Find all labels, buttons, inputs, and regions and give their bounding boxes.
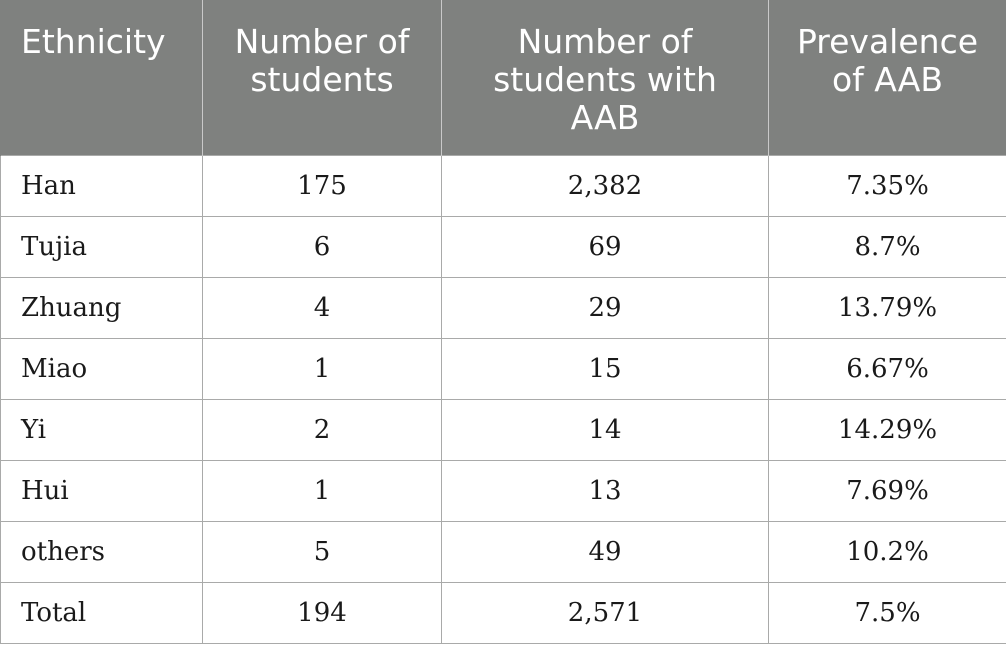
header-prevalence: Prevalence of AAB [768,0,1006,156]
cell-students-aab: 13 [441,460,769,522]
cell-students: 194 [202,582,442,644]
table-row: Hui 1 13 7.69% [0,460,1006,522]
cell-prevalence: 7.69% [768,460,1006,522]
cell-ethnicity: Yi [0,399,203,461]
table-row: Han 175 2,382 7.35% [0,155,1006,217]
cell-prevalence: 7.35% [768,155,1006,217]
header-number-of-students: Number of students [202,0,442,156]
cell-prevalence: 6.67% [768,338,1006,400]
cell-students-aab: 69 [441,216,769,278]
table-row: Tujia 6 69 8.7% [0,216,1006,278]
header-ethnicity: Ethnicity [0,0,203,156]
cell-ethnicity: others [0,521,203,583]
header-row: Ethnicity Number of students Number of s… [0,0,1006,156]
cell-students-aab: 15 [441,338,769,400]
cell-students: 1 [202,338,442,400]
cell-ethnicity: Tujia [0,216,203,278]
table-row: Zhuang 4 29 13.79% [0,277,1006,339]
cell-students-aab: 14 [441,399,769,461]
cell-ethnicity: Zhuang [0,277,203,339]
cell-prevalence: 8.7% [768,216,1006,278]
table-row-total: Total 194 2,571 7.5% [0,582,1006,644]
cell-students-aab: 2,382 [441,155,769,217]
cell-students-aab: 29 [441,277,769,339]
cell-prevalence: 7.5% [768,582,1006,644]
cell-ethnicity: Hui [0,460,203,522]
table-header: Ethnicity Number of students Number of s… [0,0,1006,156]
cell-students: 4 [202,277,442,339]
cell-prevalence: 14.29% [768,399,1006,461]
cell-ethnicity: Miao [0,338,203,400]
cell-students: 6 [202,216,442,278]
ethnicity-aab-table: Ethnicity Number of students Number of s… [0,0,1006,644]
table-row: Yi 2 14 14.29% [0,399,1006,461]
cell-prevalence: 10.2% [768,521,1006,583]
cell-students: 1 [202,460,442,522]
table-row: Miao 1 15 6.67% [0,338,1006,400]
header-number-with-aab: Number of students with AAB [441,0,769,156]
table-body: Han 175 2,382 7.35% Tujia 6 69 8.7% Zhua… [0,155,1006,644]
cell-students: 5 [202,521,442,583]
table-row: others 5 49 10.2% [0,521,1006,583]
cell-ethnicity: Total [0,582,203,644]
cell-students: 175 [202,155,442,217]
cell-students: 2 [202,399,442,461]
cell-ethnicity: Han [0,155,203,217]
cell-students-aab: 49 [441,521,769,583]
cell-students-aab: 2,571 [441,582,769,644]
cell-prevalence: 13.79% [768,277,1006,339]
